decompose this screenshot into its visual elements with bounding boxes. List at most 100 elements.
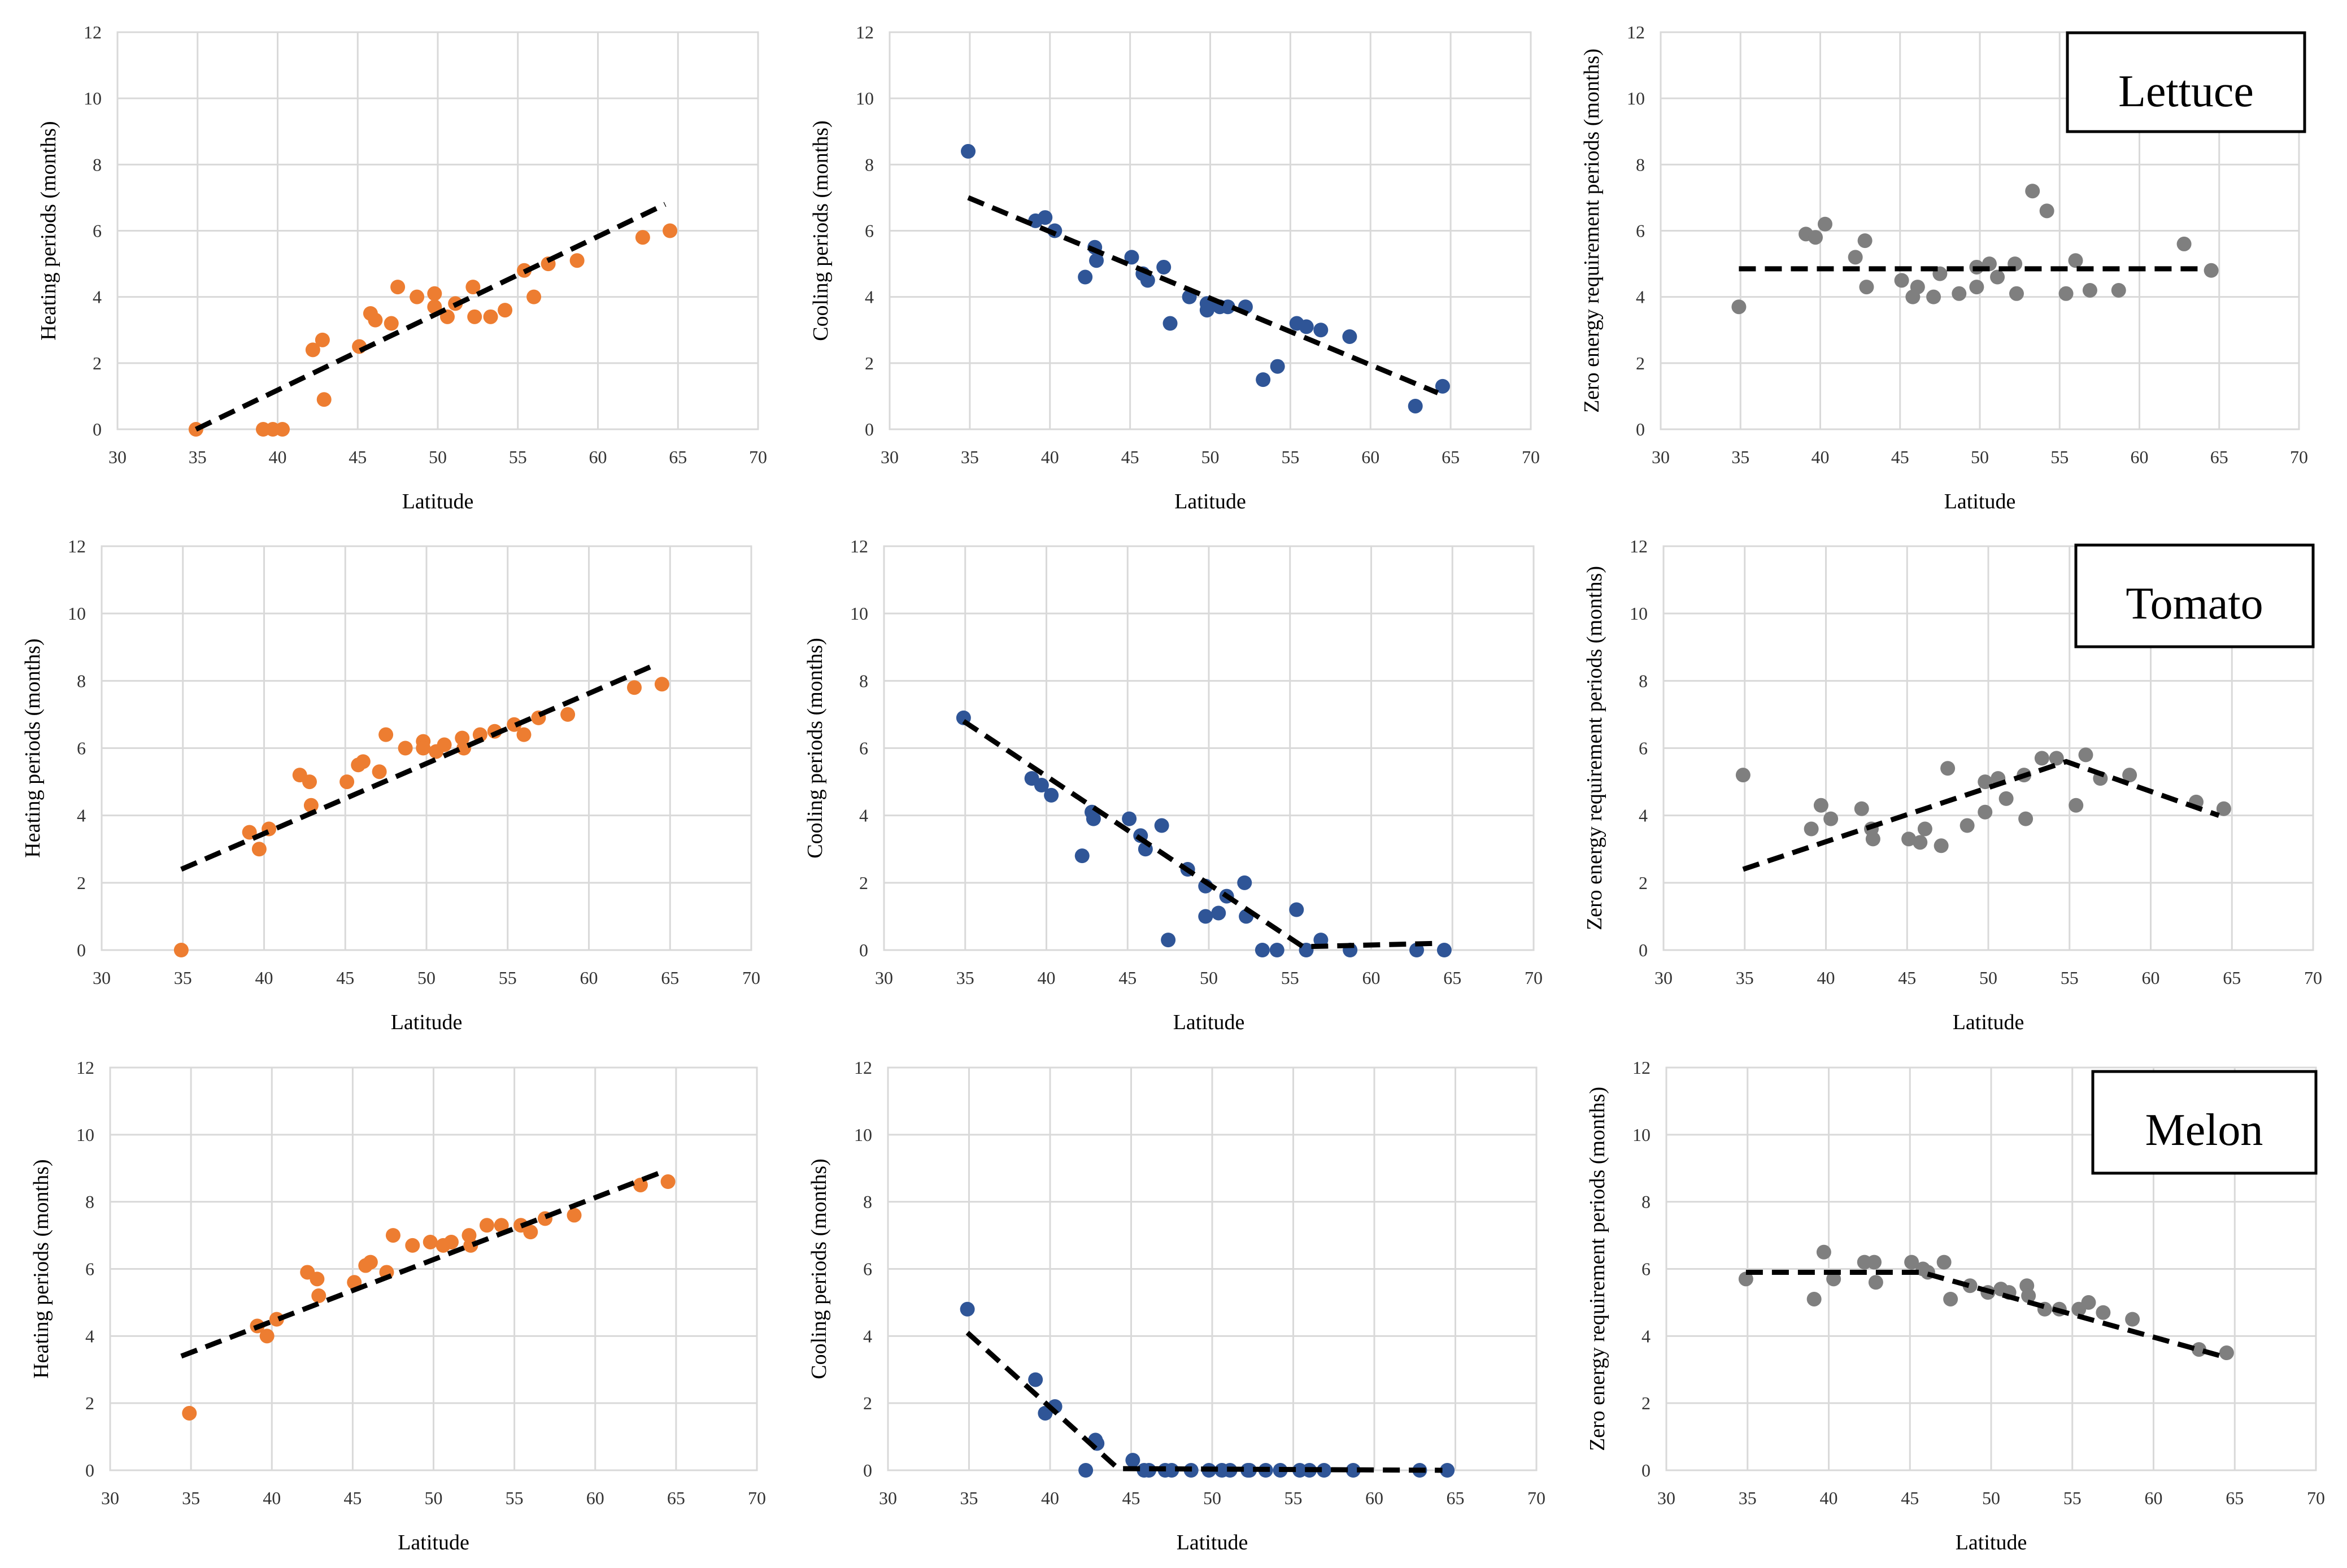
data-point [378,727,394,742]
data-point [1998,791,2014,806]
data-point [1857,233,1873,249]
trend-line [967,195,1439,395]
data-point [1435,378,1450,394]
data-point [1220,299,1235,315]
data-point [1894,273,1909,288]
x-tick-label: 50 [425,1488,443,1508]
x-tick-label: 55 [2050,447,2069,467]
y-tick-label: 0 [1641,1460,1651,1480]
data-point [1089,253,1104,268]
data-point [663,223,678,238]
data-point [2122,768,2137,783]
data-point [339,774,355,790]
data-point [1237,875,1252,890]
data-point [1034,778,1049,793]
crop-label-melon: Melon [2091,1070,2318,1175]
x-tick-label: 30 [1654,968,1673,988]
data-point [1823,811,1839,826]
data-point [316,392,332,407]
data-point [1940,761,1956,776]
y-tick-label: 0 [1636,419,1645,439]
x-tick-label: 70 [1525,968,1543,988]
data-point [2034,751,2049,766]
data-point [1926,289,1941,304]
data-point [1074,848,1090,864]
x-tick-label: 70 [748,1488,766,1508]
x-tick-label: 60 [586,1488,604,1508]
x-tick-label: 65 [2226,1488,2244,1508]
y-tick-label: 0 [77,940,86,960]
data-point [384,316,399,331]
crop-label-melon-text: Melon [2145,1105,2263,1155]
crop-label-tomato: Tomato [2074,543,2315,648]
x-tick-label: 40 [1041,447,1059,467]
y-tick-label: 2 [863,1393,872,1413]
data-point [635,230,650,245]
data-point [569,253,585,268]
data-point [1960,818,1975,833]
x-tick-label: 55 [1281,968,1299,988]
x-tick-label: 50 [1971,447,1989,467]
y-tick-label: 12 [68,536,86,556]
data-point [410,289,425,304]
x-tick-label: 40 [255,968,273,988]
trend-line [180,661,659,872]
y-tick-label: 10 [850,603,868,624]
data-point [2025,184,2040,199]
x-tick-label: 70 [749,447,767,467]
y-tick-label: 10 [76,1125,94,1145]
x-tick-label: 65 [1447,1488,1465,1508]
data-point [1269,943,1284,957]
y-tick-label: 8 [1641,1192,1651,1212]
data-point [1913,835,1928,850]
x-tick-label: 60 [2131,447,2149,467]
y-tick-label: 0 [1639,940,1648,960]
data-point [1816,1244,1831,1260]
y-tick-label: 4 [1641,1326,1651,1346]
trend-line [1742,759,2220,872]
x-tick-label: 35 [182,1488,200,1508]
data-point [523,1225,538,1240]
x-tick-label: 50 [1201,447,1220,467]
panel-tomato-zero: 0 2 4 6 8 10 12 30 35 40 45 50 55 60 65 70 Latitude Zero … [1583,536,2322,1034]
x-tick-label: 30 [875,968,893,988]
y-tick-label: 6 [1639,738,1648,759]
y-tick-label: 4 [1636,287,1645,307]
y-tick-label: 2 [77,873,86,893]
y-tick-label: 2 [865,353,874,373]
data-point [2096,1305,2111,1320]
data-point [1936,1255,1952,1270]
y-tick-label: 10 [856,88,874,108]
crop-label-tomato-text: Tomato [2126,579,2263,629]
data-point [427,286,442,301]
data-point [315,332,330,347]
x-tick-label: 55 [1281,447,1299,467]
y-tick-label: 8 [859,670,868,691]
x-tick-label: 45 [343,1488,362,1508]
y-tick-label: 12 [1630,536,1648,556]
data-point [1342,329,1357,344]
data-point [2021,1288,2036,1304]
data-point [1028,1372,1043,1387]
trend-line [194,202,667,432]
data-point [1934,838,1949,853]
data-point [1806,1291,1822,1306]
data-point [1270,359,1285,374]
data-point [2018,811,2034,826]
data-point [1901,831,1917,847]
data-point [1904,1255,1919,1270]
data-point [385,1228,400,1243]
x-tick-label: 40 [1820,1488,1838,1508]
x-tick-label: 65 [2223,968,2241,988]
y-tick-label: 4 [865,287,874,307]
x-tick-label: 50 [1200,968,1218,988]
data-point [1317,1463,1332,1478]
y-tick-label: 2 [859,873,868,893]
x-tick-label: 35 [1739,1488,1757,1508]
data-point [2078,747,2093,763]
data-point [1299,319,1314,334]
x-tick-label: 55 [1284,1488,1303,1508]
trend-line [180,1169,664,1359]
y-tick-label: 6 [863,1259,872,1279]
